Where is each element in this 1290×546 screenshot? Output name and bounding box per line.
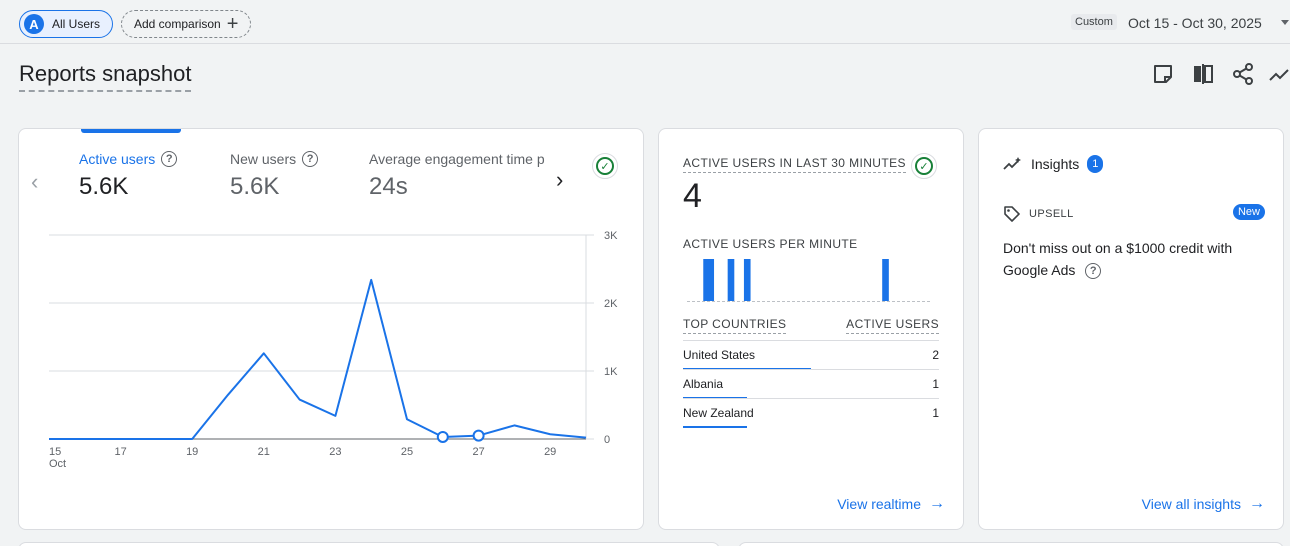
per-minute-bar (703, 259, 710, 301)
arrow-right-icon: → (929, 495, 945, 512)
country-row[interactable]: Albania 1 (683, 369, 939, 399)
top-bar: A All Users Add comparison + Custom Oct … (0, 0, 1290, 44)
x-tick-label: 27 (472, 446, 484, 458)
metric-value: 24s (369, 173, 408, 200)
view-realtime-link[interactable]: View realtime → (837, 495, 945, 513)
col-header-users: ACTIVE USERS (846, 317, 939, 334)
insights-sparkle-icon[interactable] (1268, 62, 1290, 86)
metric-label: Average engagement time p (369, 151, 545, 167)
country-row[interactable]: United States 2 (683, 340, 939, 370)
insight-message: Don't miss out on a $1000 credit with Go… (1003, 240, 1233, 278)
country-name: New Zealand (683, 406, 754, 420)
segment-chip-all-users[interactable]: A All Users (19, 10, 113, 38)
country-users: 2 (932, 348, 939, 362)
selected-tab-indicator (81, 129, 181, 133)
new-badge: New (1232, 204, 1265, 220)
date-mode-label: Custom (1071, 14, 1117, 30)
per-minute-bar (882, 259, 889, 301)
x-sub-label: Oct (49, 458, 66, 470)
data-point-marker (472, 429, 485, 442)
arrow-right-icon: → (1249, 495, 1265, 512)
next-card-left (18, 542, 720, 546)
col-header-country: TOP COUNTRIES (683, 317, 787, 334)
tag-icon (1004, 206, 1020, 222)
metric-tab-avg-engagement[interactable]: Average engagement time p 24s (369, 151, 546, 201)
segment-avatar: A (24, 14, 44, 34)
data-quality-check-icon[interactable]: ✓ (592, 153, 618, 179)
x-tick-label: 19 (186, 446, 198, 458)
metric-tab-active-users[interactable]: Active users ? 5.6K (79, 151, 178, 201)
chevron-right-icon[interactable]: › (556, 167, 564, 192)
metric-label: Active users (79, 151, 156, 167)
share-icon[interactable] (1231, 62, 1255, 86)
country-share-bar (683, 426, 747, 428)
data-point-marker (436, 430, 449, 443)
upsell-label: UPSELL (1029, 208, 1074, 220)
realtime-check-icon[interactable]: ✓ (911, 153, 937, 179)
view-realtime-label: View realtime (837, 496, 921, 512)
realtime-heading: ACTIVE USERS IN LAST 30 MINUTES (683, 156, 906, 173)
insights-card: Insights 1 UPSELL New Don't miss out on … (978, 128, 1284, 530)
view-all-insights-link[interactable]: View all insights → (1142, 495, 1265, 513)
per-minute-heading: ACTIVE USERS PER MINUTE (683, 237, 858, 251)
insights-count-badge: 1 (1087, 155, 1104, 173)
x-tick-label: 29 (544, 446, 556, 458)
view-all-insights-label: View all insights (1141, 496, 1241, 512)
x-tick-label: 23 (329, 446, 341, 458)
users-overview-card: ‹ Active users ? 5.6K New users ? 5.6K A… (18, 128, 644, 530)
per-minute-bar (727, 259, 735, 301)
next-card-right (738, 542, 1284, 546)
country-users: 1 (932, 406, 939, 420)
chevron-left-icon[interactable]: ‹ (31, 169, 39, 194)
page-title: Reports snapshot (19, 61, 192, 92)
y-tick-label: 0 (604, 434, 610, 446)
add-comparison-button[interactable]: Add comparison + (121, 10, 251, 38)
series-line (49, 278, 587, 440)
per-minute-bar (707, 259, 715, 301)
country-row[interactable]: New Zealand 1 (683, 398, 939, 428)
help-icon[interactable]: ? (161, 151, 178, 167)
y-tick-label: 2K (604, 298, 618, 310)
metric-value: 5.6K (79, 173, 129, 200)
x-tick-label: 17 (114, 446, 126, 458)
y-tick-label: 1K (604, 366, 618, 378)
metric-value: 5.6K (230, 173, 280, 200)
insights-header: Insights 1 (1003, 155, 1104, 173)
active-users-line-chart: 0 1K 2K 3K 15 17 19 21 23 25 27 29 Oct (49, 230, 618, 470)
help-icon[interactable]: ? (302, 151, 319, 167)
note-icon[interactable] (1151, 62, 1175, 86)
metric-tab-new-users[interactable]: New users ? 5.6K (230, 151, 319, 201)
add-comparison-label: Add comparison (134, 17, 221, 31)
realtime-value: 4 (683, 177, 702, 215)
realtime-card: ACTIVE USERS IN LAST 30 MINUTES ✓ 4 ACTI… (658, 128, 964, 530)
segment-label: All Users (52, 17, 101, 31)
country-name: Albania (683, 377, 724, 391)
plus-icon: + (226, 13, 239, 35)
compare-columns-icon[interactable] (1191, 62, 1215, 86)
date-range-picker[interactable]: Oct 15 - Oct 30, 2025 (1128, 15, 1262, 31)
per-minute-bar (743, 259, 751, 301)
chevron-down-icon[interactable] (1281, 20, 1289, 25)
help-icon[interactable]: ? (1085, 263, 1102, 280)
insights-title: Insights (1031, 156, 1080, 172)
x-tick-label: 21 (258, 446, 270, 458)
y-tick-label: 3K (604, 230, 618, 242)
x-tick-label: 15 (49, 446, 61, 458)
country-users: 1 (932, 377, 939, 391)
insights-icon (1003, 157, 1021, 170)
country-name: United States (683, 348, 756, 362)
metric-label: New users (230, 151, 297, 167)
x-tick-label: 25 (401, 446, 413, 458)
per-minute-bar-chart (687, 259, 931, 302)
upsell-row: UPSELL (1003, 205, 1074, 223)
insight-text[interactable]: Don't miss out on a $1000 credit with Go… (1003, 237, 1263, 281)
